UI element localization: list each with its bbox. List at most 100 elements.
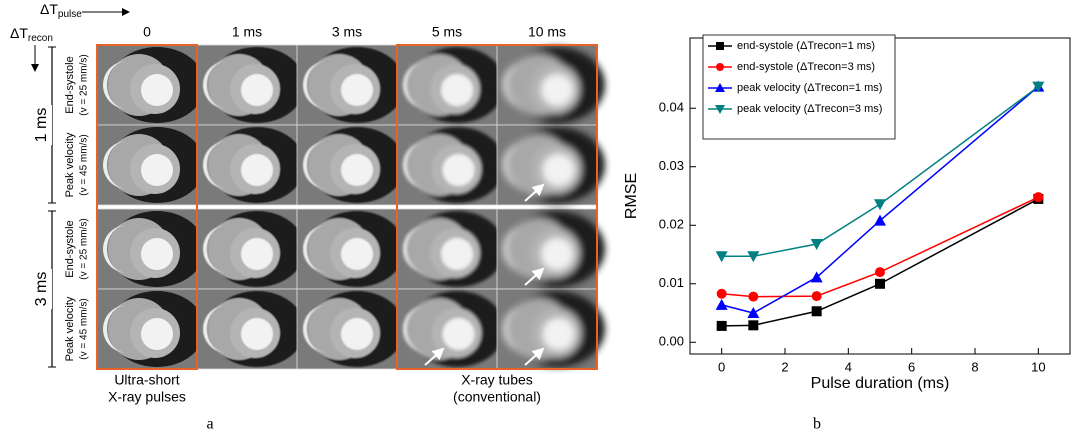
white-disk (141, 74, 173, 106)
cell-content (503, 47, 605, 123)
image-cell (496, 208, 605, 290)
y-tick-label: 0.03 (659, 158, 684, 173)
row-label: Peak velocity (64, 296, 76, 361)
marker (874, 199, 886, 211)
x-tick-label: 0 (718, 359, 725, 374)
row-label: Peak velocity (64, 132, 76, 197)
crescent (503, 225, 527, 273)
y-axis-label: RMSE (623, 173, 640, 219)
marker (1032, 81, 1045, 93)
panel-label: b (813, 416, 821, 433)
y-tick-label: 0.00 (659, 334, 684, 349)
legend-box (702, 34, 896, 140)
cell-content (203, 127, 305, 203)
cell-content (303, 47, 405, 123)
panel-a: ΔTpulse ΔTrecon a b (10, 1, 821, 433)
image-cell (296, 208, 405, 290)
crescent (103, 61, 127, 109)
image-cell (196, 208, 305, 290)
cell-content (403, 47, 505, 123)
cell-content (403, 127, 505, 203)
bracket-bg (38, 105, 52, 145)
crescent (103, 141, 127, 189)
crescent (503, 305, 527, 353)
group-label: 3 ms (33, 272, 50, 307)
image-cell (496, 288, 605, 370)
marker (747, 251, 760, 263)
legend-marker (715, 105, 725, 114)
group-label: 1 ms (33, 108, 50, 143)
marker (747, 307, 760, 319)
image-cell (96, 124, 205, 206)
row-label: End-systole (64, 56, 76, 113)
white-disk (541, 238, 573, 270)
caption: X-ray pulses (108, 389, 186, 405)
image-cell (396, 208, 505, 290)
white-disk (241, 318, 273, 350)
white-disk (241, 74, 273, 106)
marker (811, 306, 822, 317)
image-cell (396, 288, 505, 370)
arrow (524, 267, 545, 286)
marker (875, 278, 885, 289)
x-tick-label: 4 (845, 359, 852, 374)
image-cell (296, 288, 405, 370)
white-disk (141, 238, 173, 270)
row-label: End-systole (64, 220, 76, 277)
marker (1033, 192, 1044, 203)
column-header: 5 ms (432, 24, 462, 40)
crescent (503, 61, 527, 109)
white-disk (542, 318, 575, 350)
cell-content (103, 47, 205, 123)
marker (748, 291, 759, 302)
row-sublabel: (v = 25 mm/s) (79, 54, 90, 115)
x-tick-label: 10 (1031, 359, 1045, 374)
image-cell (296, 124, 405, 206)
marker (810, 238, 823, 250)
cell-content (403, 211, 505, 287)
legend-marker (716, 42, 724, 50)
crescent (403, 141, 427, 189)
crescent (303, 225, 327, 273)
crescent (303, 61, 327, 109)
marker (810, 271, 823, 283)
row-sublabel: (v = 25 mm/s) (79, 218, 90, 279)
marker (875, 267, 885, 278)
legend-label: peak velocity (ΔTrecon=3 ms) (737, 103, 882, 115)
cell-content (203, 47, 305, 123)
cell-content (503, 291, 605, 367)
image-cell (96, 208, 205, 290)
cell-content (103, 291, 205, 367)
cell-content (203, 291, 305, 367)
white-disk (141, 318, 173, 350)
y-tick-label: 0.02 (659, 217, 684, 232)
legend-label: end-systole (ΔTrecon=1 ms) (737, 40, 875, 52)
highlight-box (396, 44, 598, 370)
arrow (524, 347, 545, 366)
white-disk (241, 238, 273, 270)
legend-marker (715, 83, 725, 92)
y-tick-label: 0.04 (659, 100, 684, 115)
pulse-label-main: ΔT (40, 1, 58, 17)
marker (716, 288, 727, 299)
white-disk (341, 318, 373, 350)
row-sublabel: (v = 45 mm/s) (79, 134, 90, 195)
image-cell (396, 44, 505, 126)
caption: X-ray tubes (461, 372, 533, 388)
white-disk (442, 318, 475, 350)
crescent (203, 305, 227, 353)
white-disk (241, 154, 273, 186)
marker (748, 320, 759, 331)
y-tick-label: 0.01 (659, 275, 684, 290)
marker (811, 291, 822, 302)
white-disk (441, 74, 473, 106)
image-cell (96, 288, 205, 370)
cell-content (303, 291, 405, 367)
white-disk (541, 74, 573, 106)
x-tick-label: 8 (971, 359, 978, 374)
image-cell (296, 44, 405, 126)
caption: (conventional) (453, 389, 541, 405)
marker (874, 214, 886, 226)
